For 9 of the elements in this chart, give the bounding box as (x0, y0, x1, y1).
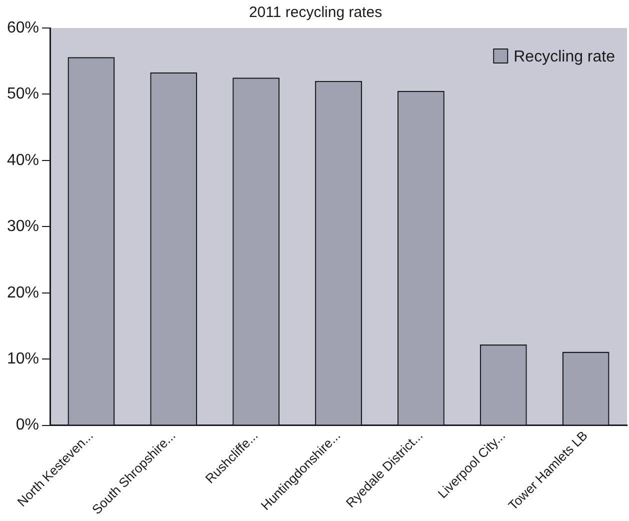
y-tick-label: 50% (6, 86, 40, 103)
y-tick-label: 30% (6, 218, 40, 236)
y-tick-label: 0% (16, 416, 40, 434)
legend-label: Recycling rate (514, 48, 616, 66)
y-tick-label: 20% (6, 284, 40, 302)
y-tick-label: 10% (6, 350, 40, 368)
y-tick-label: 60% (6, 19, 40, 36)
y-tick-label: 40% (6, 152, 40, 169)
chart-title: 2011 recycling rates (248, 4, 382, 22)
